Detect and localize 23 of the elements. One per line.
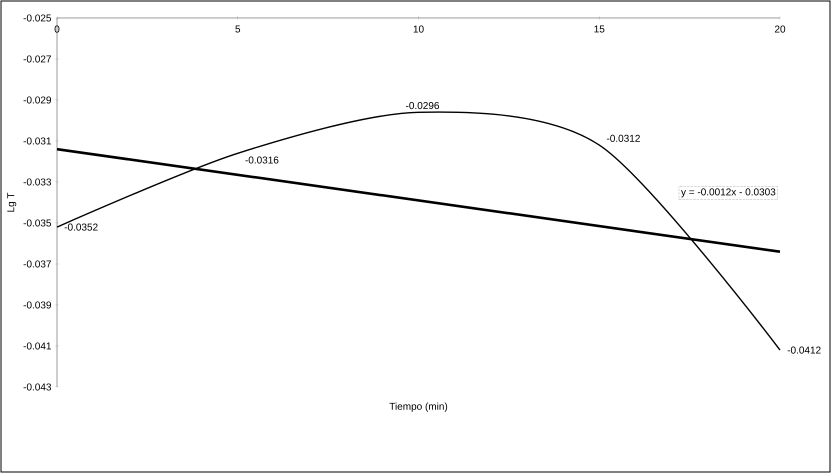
y-axis-title: Lg T <box>7 192 16 212</box>
y-tick-label: -0.029 <box>24 96 52 104</box>
x-tick-label: 0 <box>54 26 60 33</box>
data-label: -0.0296 <box>406 102 440 110</box>
y-tick-label: -0.033 <box>24 178 52 186</box>
y-tick-label: -0.037 <box>24 260 51 268</box>
data-label: -0.0312 <box>606 134 640 142</box>
annotation: y = -0.0012x - 0.0303 <box>681 188 776 198</box>
x-tick-label: 15 <box>594 26 604 32</box>
y-tick-label: -0.043 <box>24 383 52 391</box>
y-tick-label: -0.027 <box>24 55 51 63</box>
y-tick-label: -0.041 <box>24 342 51 350</box>
x-tick-label: 10 <box>414 26 424 33</box>
data-label: -0.0412 <box>788 346 821 354</box>
y-tick-label: -0.025 <box>24 14 52 22</box>
x-tick-label: 5 <box>235 26 240 32</box>
y-tick-label: -0.031 <box>24 137 51 145</box>
x-tick-label: 20 <box>774 26 786 33</box>
y-tick-label: -0.039 <box>24 301 52 309</box>
x-axis-title: Tiempo (min) <box>389 402 448 412</box>
y-tick-label: -0.035 <box>24 219 52 227</box>
data-label: -0.0352 <box>64 224 98 231</box>
data-label: -0.0316 <box>245 156 278 164</box>
